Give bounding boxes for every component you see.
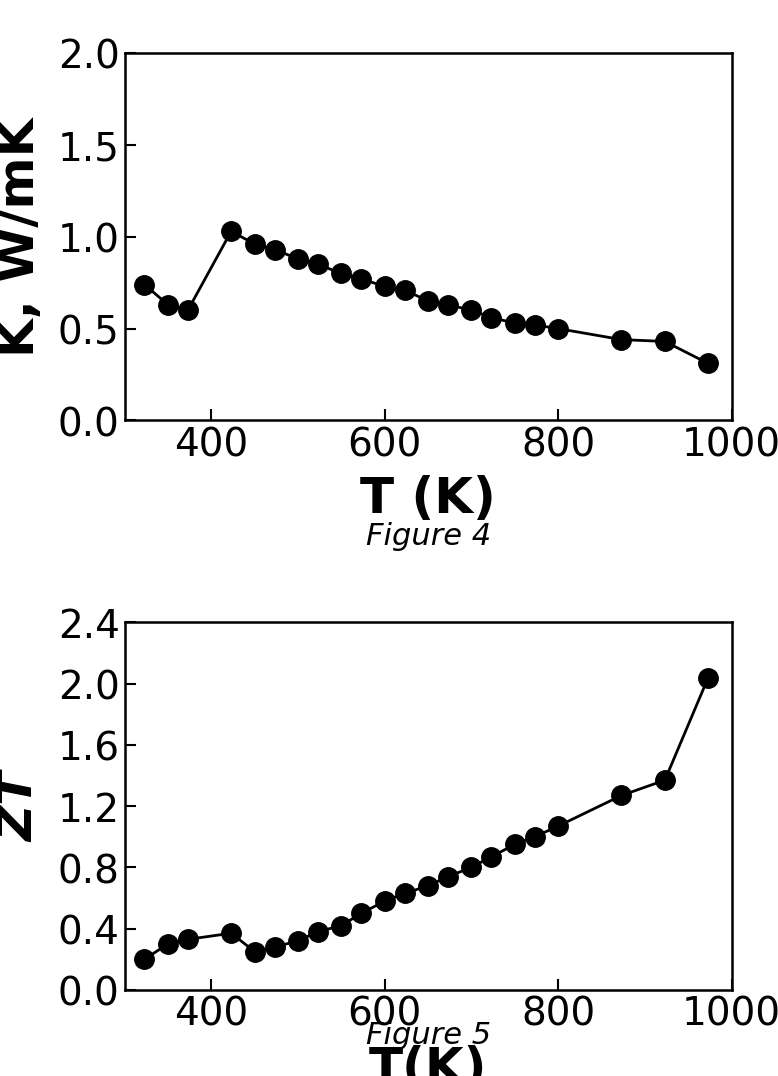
Text: Figure 5: Figure 5 (366, 1020, 490, 1049)
Y-axis label: ZT: ZT (0, 771, 44, 841)
Text: Figure 4: Figure 4 (366, 522, 490, 551)
Y-axis label: K, W/mK: K, W/mK (0, 117, 44, 357)
X-axis label: T (K): T (K) (360, 475, 496, 523)
X-axis label: T(K): T(K) (369, 1044, 487, 1076)
